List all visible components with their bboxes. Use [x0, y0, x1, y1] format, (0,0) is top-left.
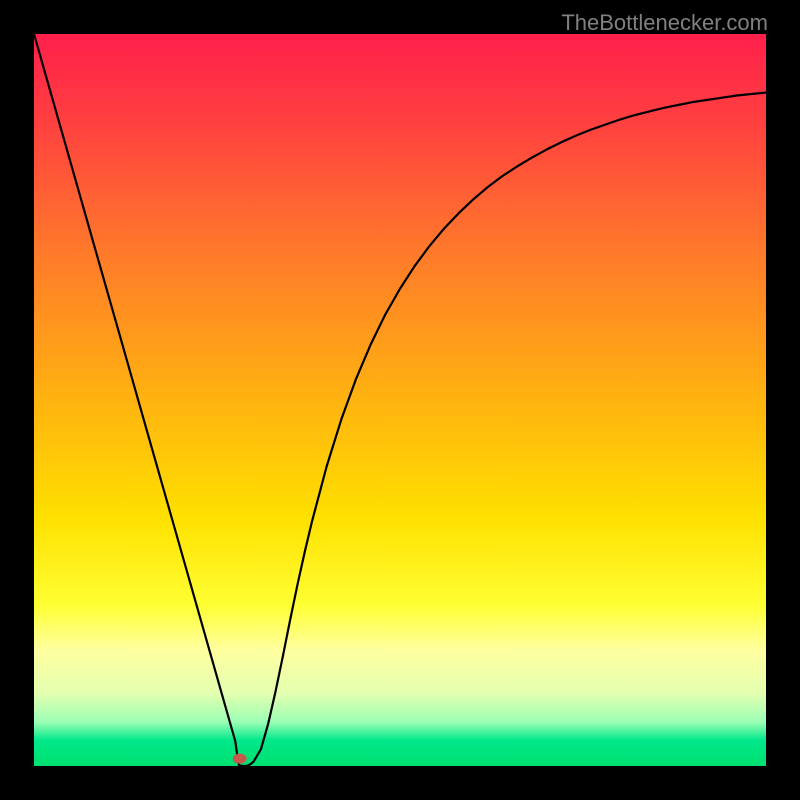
- chart-background: [34, 34, 766, 766]
- plot-area: [34, 34, 766, 766]
- optimum-marker: [233, 754, 247, 764]
- chart-svg: [34, 34, 766, 766]
- watermark-text: TheBottlenecker.com: [561, 10, 768, 36]
